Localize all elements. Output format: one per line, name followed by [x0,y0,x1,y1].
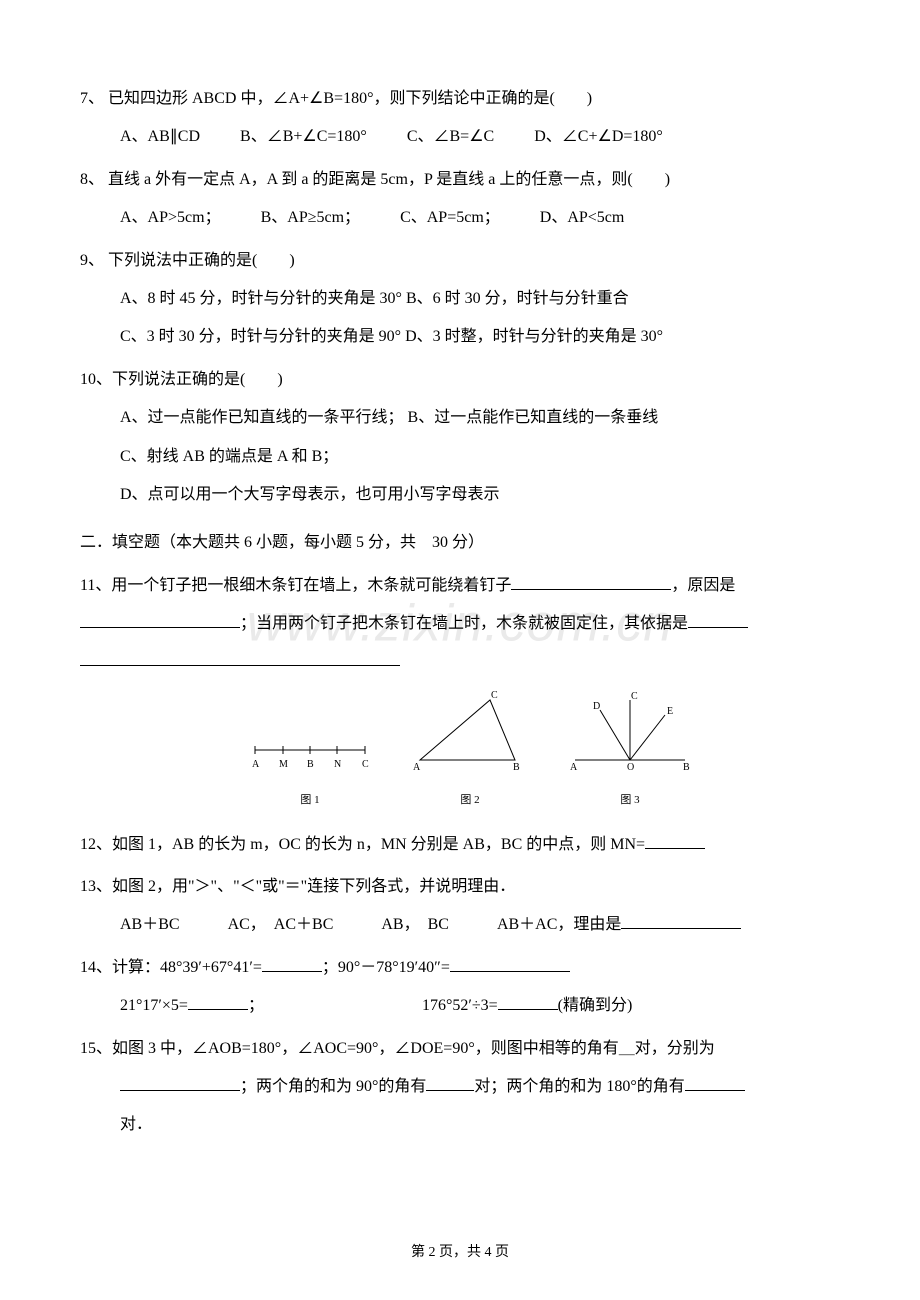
q14-l1a: 14、计算：48°39′+67°41′= [80,959,262,976]
q14-l2b: ； [248,997,264,1014]
q8-opt-b: B、AP≥5cm； [261,199,360,237]
q7-opt-d: D、∠C+∠D=180° [534,118,663,156]
svg-text:C: C [491,690,498,701]
q9-line1: A、8 时 45 分，时针与分针的夹角是 30° B、6 时 30 分，时针与分… [80,280,860,318]
fig2-svg: A B C [405,690,535,775]
q15-p1: 15、如图 3 中，∠AOB=180°，∠AOC=90°，∠DOE=90°，则图… [80,1040,715,1057]
q10-a: A、过一点能作已知直线的一条平行线； B、过一点能作已知直线的一条垂线 [80,399,860,437]
q13-fill: AB＋BC AC， AC＋BC AB， BC AB＋AC，理由是 [120,916,621,933]
figure-2: A B C 图 2 [405,690,535,814]
q7-stem: 7、 已知四边形 ABCD 中，∠A+∠B=180°，则下列结论中正确的是( ) [80,80,860,118]
q14-l1b: ；90°－78°19′40″= [322,959,450,976]
svg-text:M: M [279,759,288,770]
fig1-label: 图 1 [245,787,375,813]
q8-opt-d: D、AP<5cm [540,199,625,237]
blank [426,1075,474,1091]
q10-c: C、射线 AB 的端点是 A 和 B； [80,438,860,476]
q9-line2: C、3 时 30 分，时针与分针的夹角是 90° D、3 时整，时针与分针的夹角… [80,318,860,356]
q15-p2: ；两个角的和为 90°的角有 对；两个角的和为 180°的角有 [80,1078,745,1095]
blank [80,612,240,628]
question-14: 14、计算：48°39′+67°41′= ；90°－78°19′40″= 21°1… [80,949,860,1026]
q7-opt-b: B、∠B+∠C=180° [240,118,367,156]
q14-l2: 21°17′×5= ； 176°52′÷3= (精确到分) [80,997,632,1014]
q9-stem: 9、 下列说法中正确的是( ) [80,242,860,280]
q14-l2c: 176°52′÷3= [422,997,498,1014]
svg-text:N: N [334,759,341,770]
question-12: 12、如图 1，AB 的长为 m，OC 的长为 n，MN 分别是 AB，BC 的… [80,826,860,864]
blank [120,1075,240,1091]
fig1-svg: A M B N C [245,735,375,775]
question-9: 9、 下列说法中正确的是( ) A、8 时 45 分，时针与分针的夹角是 30°… [80,242,860,357]
svg-text:B: B [513,762,520,773]
page-footer: 第 2 页，共 4 页 [0,1236,920,1270]
blank [80,650,400,666]
page-content: 7、 已知四边形 ABCD 中，∠A+∠B=180°，则下列结论中正确的是( )… [80,80,860,1145]
blank [685,1075,745,1091]
fig2-label: 图 2 [405,787,535,813]
q12-text: 12、如图 1，AB 的长为 m，OC 的长为 n，MN 分别是 AB，BC 的… [80,836,645,853]
q11-p1a: 11、用一个钉子把一根细木条钉在墙上，木条就可能绕着钉子 [80,577,511,594]
question-8: 8、 直线 a 外有一定点 A，A 到 a 的距离是 5cm，P 是直线 a 上… [80,161,860,238]
question-10: 10、下列说法正确的是( ) A、过一点能作已知直线的一条平行线； B、过一点能… [80,361,860,515]
figure-1: A M B N C 图 1 [245,735,375,814]
question-15: 15、如图 3 中，∠AOB=180°，∠AOC=90°，∠DOE=90°，则图… [80,1030,860,1145]
blank [688,612,748,628]
q13-line: AB＋BC AC， AC＋BC AB， BC AB＋AC，理由是 [80,906,860,944]
q8-opt-a: A、AP>5cm； [120,199,221,237]
q8-opt-c: C、AP=5cm； [400,199,500,237]
blank [498,994,558,1010]
svg-text:C: C [362,759,369,770]
q7-opt-c: C、∠B=∠C [407,118,494,156]
question-13: 13、如图 2，用"＞"、"＜"或"＝"连接下列各式，并说明理由． AB＋BC … [80,868,860,945]
svg-text:O: O [627,762,634,773]
q14-l2a: 21°17′×5= [120,997,188,1014]
figure-3: A B O C D E 图 3 [565,690,695,814]
svg-text:A: A [413,762,421,773]
section-2-heading: 二．填空题（本大题共 6 小题，每小题 5 分，共 30 分） [80,524,860,562]
q11-p2a: ；当用两个钉子把木条钉在墙上时，木条就被固定住，其依据是 [240,615,688,632]
blank [262,956,322,972]
q15-p3: 对． [80,1116,152,1133]
blank [188,994,248,1010]
blank [645,833,705,849]
question-7: 7、 已知四边形 ABCD 中，∠A+∠B=180°，则下列结论中正确的是( )… [80,80,860,157]
q7-options: A、AB∥CD B、∠B+∠C=180° C、∠B=∠C D、∠C+∠D=180… [80,118,860,156]
q15-p2b: 对；两个角的和为 180°的角有 [474,1078,684,1095]
blank [511,574,671,590]
svg-text:C: C [631,691,638,702]
q8-options: A、AP>5cm； B、AP≥5cm； C、AP=5cm； D、AP<5cm [80,199,860,237]
q14-l2d: (精确到分) [558,997,633,1014]
svg-text:A: A [252,759,260,770]
question-11: 11、用一个钉子把一根细木条钉在墙上，木条就可能绕着钉子 ，原因是 ；当用两个钉子… [80,567,860,682]
fig3-label: 图 3 [565,787,695,813]
q10-d: D、点可以用一个大写字母表示，也可用小写字母表示 [80,476,860,514]
blank [621,913,741,929]
svg-text:A: A [570,762,578,773]
svg-text:D: D [593,701,600,712]
q13-stem: 13、如图 2，用"＞"、"＜"或"＝"连接下列各式，并说明理由． [80,868,860,906]
q15-p2a: ；两个角的和为 90°的角有 [240,1078,426,1095]
svg-text:E: E [667,706,673,717]
q11-p1b: ，原因是 [671,577,735,594]
svg-text:B: B [307,759,314,770]
svg-text:B: B [683,762,690,773]
q10-stem: 10、下列说法正确的是( ) [80,361,860,399]
q7-opt-a: A、AB∥CD [120,118,200,156]
fig3-svg: A B O C D E [565,690,695,775]
q8-stem: 8、 直线 a 外有一定点 A，A 到 a 的距离是 5cm，P 是直线 a 上… [80,161,860,199]
blank [450,956,570,972]
figures-row: A M B N C 图 1 A B C 图 2 A [80,690,860,814]
